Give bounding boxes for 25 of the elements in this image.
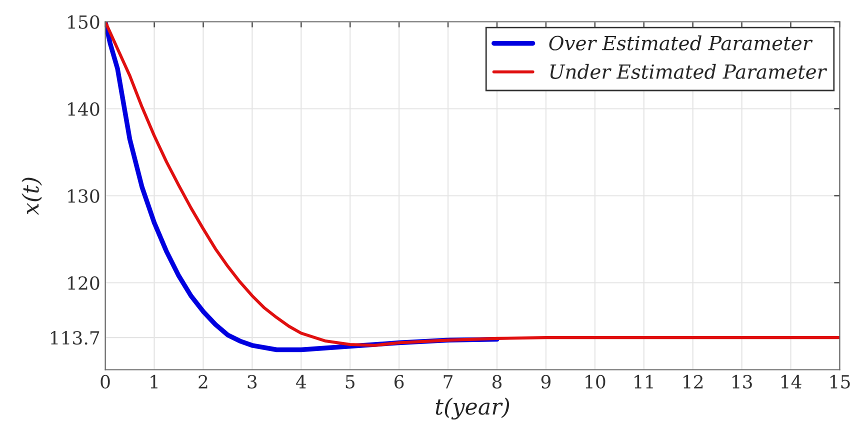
x-tick-label: 14 <box>781 374 802 388</box>
x-tick-label: 7 <box>444 375 452 388</box>
x-tick-label: 3 <box>248 374 257 389</box>
x-tick-label: 0 <box>100 374 110 389</box>
y-tick-label: 120 <box>68 276 100 290</box>
legend-label: Under Estimated Parameter <box>550 64 828 79</box>
x-tick-label: 2 <box>198 374 208 388</box>
y-tick-label: 130 <box>68 189 100 203</box>
x-tick-label: 10 <box>586 374 606 389</box>
x-tick-label: 9 <box>541 374 550 389</box>
x-tick-label: 1 <box>150 374 158 388</box>
x-tick-label: 11 <box>634 374 653 388</box>
legend-label: Over Estimated Parameter <box>549 35 813 50</box>
x-tick-label: 15 <box>830 374 850 389</box>
y-tick-label: 150 <box>68 15 100 29</box>
x-tick-label: 4 <box>296 374 306 388</box>
x-tick-label: 5 <box>346 375 354 389</box>
x-tick-label: 12 <box>684 374 703 388</box>
y-axis-title: x(t) <box>22 178 42 216</box>
x-tick-label: 6 <box>394 374 404 389</box>
y-tick-label: 140 <box>68 102 100 116</box>
x-tick-label: 13 <box>732 374 752 389</box>
y-tick-label: 113.7 <box>50 331 100 345</box>
x-tick-label: 8 <box>492 374 502 389</box>
x-axis-title: t(year) <box>436 398 510 420</box>
